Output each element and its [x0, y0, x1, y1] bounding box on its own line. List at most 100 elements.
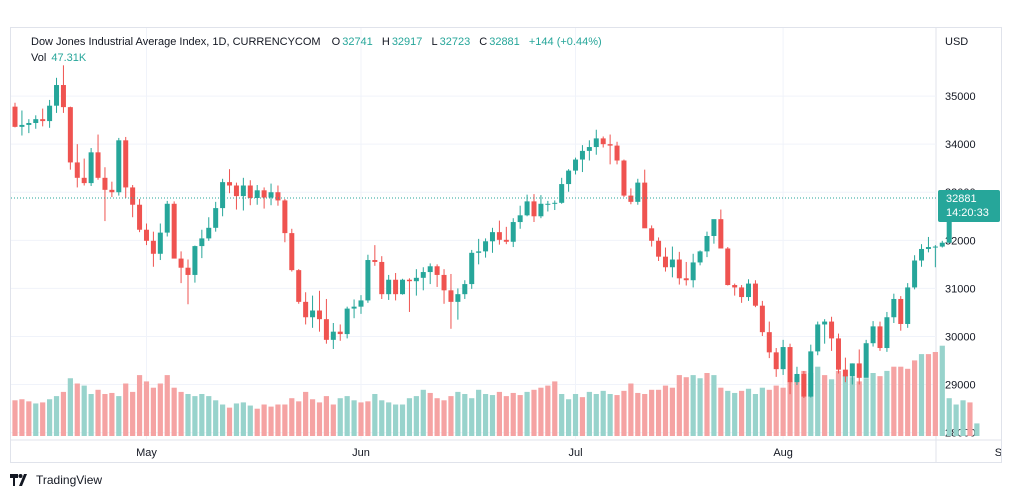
candle-body[interactable] [573, 159, 579, 171]
candle-body[interactable] [199, 238, 205, 247]
candle-body[interactable] [386, 279, 392, 295]
candle-body[interactable] [310, 310, 316, 318]
candle-body[interactable] [932, 246, 938, 248]
candle-body[interactable] [863, 343, 869, 378]
candle-body[interactable] [739, 287, 745, 298]
candle-body[interactable] [95, 152, 101, 178]
candle-body[interactable] [289, 233, 295, 271]
candle-body[interactable] [192, 246, 198, 275]
candle-body[interactable] [545, 203, 551, 205]
candle-body[interactable] [898, 298, 904, 324]
candle-body[interactable] [337, 331, 343, 335]
candle-body[interactable] [662, 256, 668, 268]
candle-body[interactable] [448, 290, 454, 302]
candle-body[interactable] [247, 185, 253, 199]
candle-body[interactable] [877, 326, 883, 349]
candle-body[interactable] [12, 106, 18, 127]
candle-body[interactable] [566, 170, 572, 185]
candle-body[interactable] [725, 248, 731, 286]
candle-body[interactable] [835, 338, 841, 370]
candle-body[interactable] [282, 200, 288, 234]
candle-body[interactable] [123, 140, 129, 188]
candle-body[interactable] [676, 259, 682, 279]
candle-body[interactable] [406, 279, 412, 282]
candle-body[interactable] [483, 241, 489, 252]
candle-body[interactable] [600, 138, 606, 145]
candle-body[interactable] [925, 247, 931, 249]
candle-body[interactable] [116, 140, 122, 193]
candle-body[interactable] [794, 373, 800, 383]
candle-body[interactable] [842, 369, 848, 377]
candle-body[interactable] [220, 182, 226, 209]
candle-body[interactable] [517, 215, 523, 223]
candle-body[interactable] [157, 232, 163, 254]
candle-body[interactable] [150, 240, 156, 254]
candle-body[interactable] [593, 138, 599, 148]
candle-body[interactable] [455, 294, 461, 302]
candle-body[interactable] [510, 222, 516, 242]
candle-body[interactable] [579, 150, 585, 160]
candle-body[interactable] [33, 119, 39, 124]
candle-body[interactable] [559, 184, 565, 203]
candle-body[interactable] [683, 278, 689, 281]
candle-body[interactable] [316, 310, 322, 320]
candle-body[interactable] [268, 192, 274, 198]
candle-body[interactable] [26, 123, 32, 125]
candle-body[interactable] [469, 252, 475, 285]
candle-body[interactable] [358, 300, 364, 307]
candle-body[interactable] [130, 187, 136, 205]
candle-body[interactable] [635, 182, 641, 202]
candle-body[interactable] [732, 285, 738, 288]
candle-body[interactable] [746, 283, 752, 298]
candle-body[interactable] [462, 284, 468, 295]
candle-body[interactable] [780, 347, 786, 370]
candle-body[interactable] [330, 331, 336, 340]
candle-body[interactable] [171, 203, 177, 259]
candle-body[interactable] [718, 219, 724, 249]
candle-body[interactable] [642, 182, 648, 229]
candle-body[interactable] [801, 373, 807, 397]
candle-body[interactable] [704, 235, 710, 252]
candle-body[interactable] [185, 267, 191, 275]
candlestick-chart[interactable]: 2800029000300003100032000330003400035000… [11, 28, 1001, 462]
candle-body[interactable] [489, 232, 495, 242]
candle-body[interactable] [240, 185, 246, 197]
candle-body[interactable] [711, 219, 717, 236]
candle-body[interactable] [552, 202, 558, 204]
candle-body[interactable] [67, 107, 73, 163]
candle-body[interactable] [379, 261, 385, 295]
candle-body[interactable] [88, 152, 94, 184]
candle-body[interactable] [628, 195, 634, 202]
candle-body[interactable] [614, 145, 620, 161]
candle-body[interactable] [40, 119, 46, 122]
candle-body[interactable] [787, 347, 793, 383]
candle-body[interactable] [476, 251, 482, 253]
candle-body[interactable] [503, 239, 509, 242]
candle-body[interactable] [178, 258, 184, 268]
candle-body[interactable] [81, 177, 87, 184]
candle-body[interactable] [372, 260, 378, 262]
candle-body[interactable] [344, 308, 350, 335]
candle-body[interactable] [773, 352, 779, 370]
candle-body[interactable] [905, 287, 911, 324]
candle-body[interactable] [441, 274, 447, 291]
candle-body[interactable] [420, 272, 426, 278]
candle-body[interactable] [669, 259, 675, 268]
vol-label[interactable]: Vol [31, 52, 47, 64]
candle-body[interactable] [427, 266, 433, 273]
candle-body[interactable] [766, 332, 772, 353]
candle-body[interactable] [856, 363, 862, 378]
candle-body[interactable] [102, 177, 108, 190]
candle-body[interactable] [206, 227, 212, 239]
candle-body[interactable] [621, 160, 627, 196]
candle-body[interactable] [759, 305, 765, 333]
candle-body[interactable] [413, 277, 419, 282]
candle-body[interactable] [303, 301, 309, 318]
candle-body[interactable] [919, 248, 925, 261]
candle-body[interactable] [74, 162, 80, 178]
candle-body[interactable] [164, 203, 170, 233]
symbol-title[interactable]: Dow Jones Industrial Average Index, 1D, … [31, 36, 321, 48]
candle-body[interactable] [496, 232, 502, 240]
candle-body[interactable] [261, 190, 267, 198]
candle-body[interactable] [365, 260, 371, 301]
